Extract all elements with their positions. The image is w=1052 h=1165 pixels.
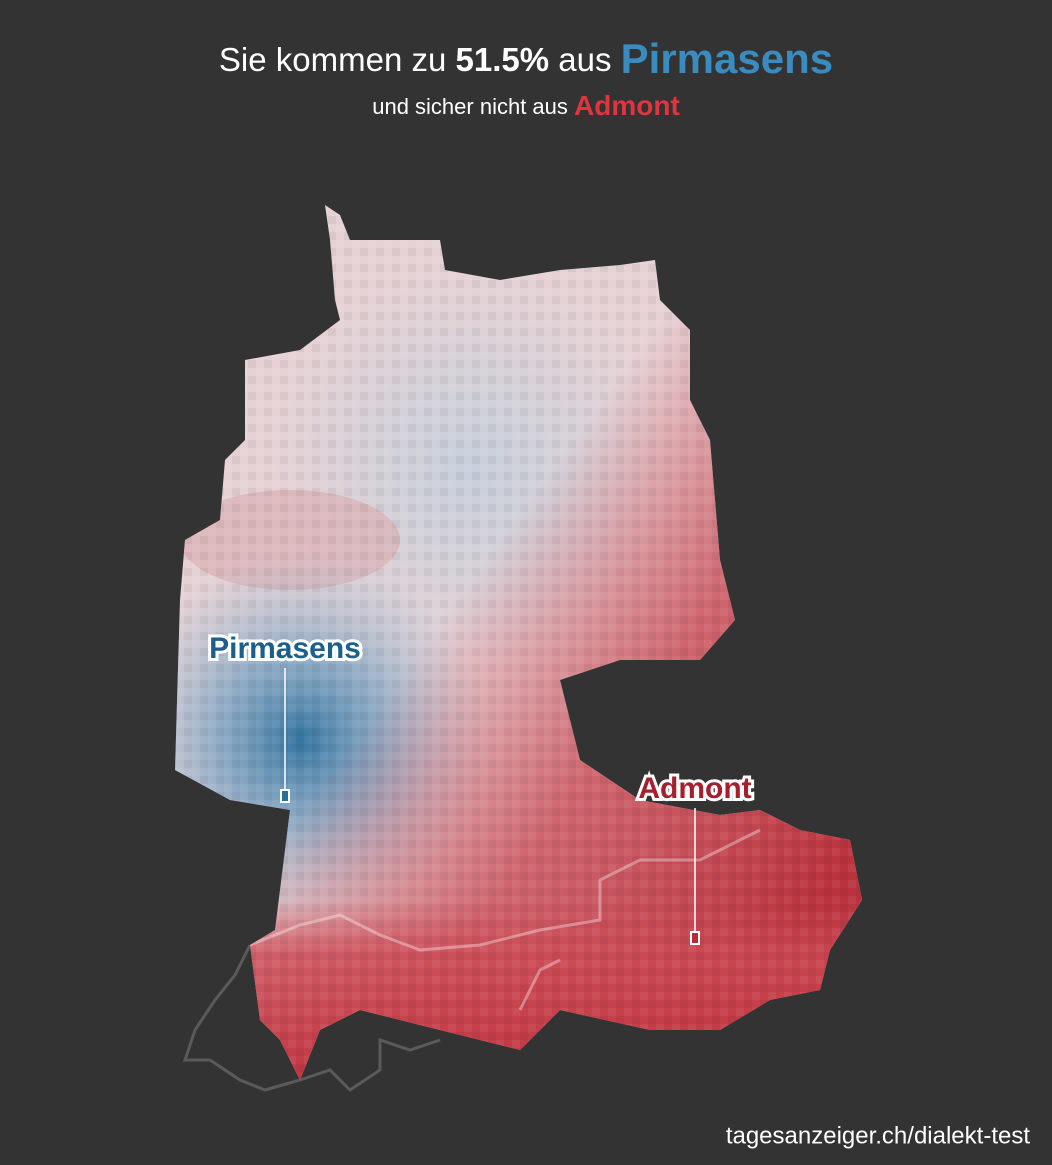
swiss-outline (182, 944, 441, 1092)
marker-label: Admont (638, 772, 751, 805)
title-lead: Sie kommen zu (219, 41, 446, 78)
marker-point (690, 931, 700, 945)
subtitle-lead: und sicher nicht aus (372, 94, 568, 119)
title-mid: aus (558, 41, 611, 78)
marker-label: Pirmasens (209, 632, 361, 665)
title-share: 51.5% (456, 41, 550, 78)
title: Sie kommen zu 51.5% aus Pirmasens (219, 35, 833, 82)
marker-point (280, 789, 290, 803)
title-place: Pirmasens (621, 35, 833, 82)
marker-admont: Admont (635, 769, 755, 945)
source-link: tagesanzeiger.ch/dialekt-test (726, 1122, 1031, 1149)
subtitle-place: Admont (574, 90, 680, 121)
subtitle: und sicher nicht aus Admont (372, 90, 680, 121)
marker-pirmasens: Pirmasens (206, 629, 364, 803)
